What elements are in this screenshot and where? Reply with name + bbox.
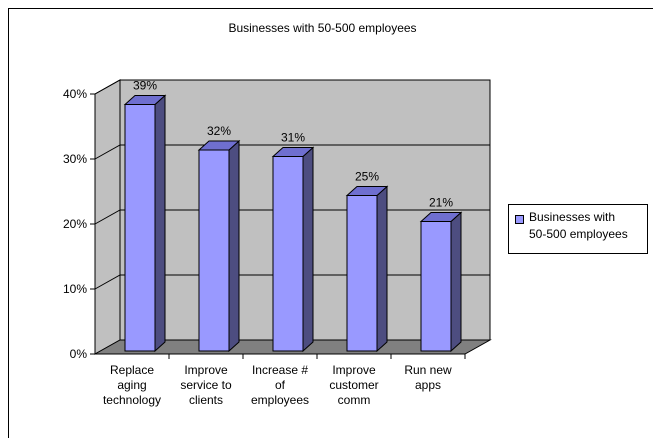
x-tick-label: comm: [338, 393, 371, 407]
x-tick-label: service to: [180, 378, 232, 392]
bar-side: [302, 146, 314, 353]
x-tick-label: clients: [189, 393, 223, 407]
legend-swatch: [515, 215, 524, 224]
x-tick-label: customer: [329, 378, 378, 392]
legend-label: Businesses with 50-500 employees: [529, 209, 647, 243]
legend-label-line-2: 50-500 employees: [529, 227, 628, 241]
bar-side: [228, 139, 240, 353]
bar-side: [450, 211, 462, 353]
data-label: 21%: [429, 196, 453, 210]
x-tick-label: Run new: [404, 363, 452, 377]
y-tick-label: 20%: [63, 217, 87, 231]
legend: Businesses with 50-500 employees: [508, 204, 648, 254]
x-tick-label: Improve: [332, 363, 376, 377]
x-tick-label: technology: [103, 393, 161, 407]
x-tick-label: Replace: [110, 363, 154, 377]
data-label: 25%: [355, 170, 379, 184]
bar: [124, 104, 156, 352]
bar: [346, 195, 378, 352]
chart-title: Businesses with 50-500 employees: [228, 21, 417, 35]
x-tick-label: of: [275, 378, 286, 392]
plot-back-border: [120, 79, 491, 340]
bar-side: [154, 94, 166, 353]
bar-side: [376, 185, 388, 353]
gridline: [94, 144, 490, 160]
data-label: 31%: [281, 131, 305, 145]
y-tick-label: 30%: [63, 152, 87, 166]
data-label: 39%: [133, 79, 157, 93]
y-tick-label: 10%: [63, 282, 87, 296]
x-tick-label: apps: [415, 378, 441, 392]
x-tick-label: Increase #: [252, 363, 308, 377]
x-tick-label: employees: [251, 393, 309, 407]
bar: [272, 156, 304, 352]
data-label: 32%: [207, 124, 231, 138]
x-tick-label: aging: [117, 378, 146, 392]
x-tick-label: Improve: [184, 363, 228, 377]
y-tick-label: 40%: [63, 87, 87, 101]
bar: [420, 221, 452, 352]
legend-label-line-1: Businesses with: [529, 210, 616, 224]
chart-frame: [8, 8, 653, 438]
bar: [198, 149, 230, 352]
y-tick-label: 0%: [70, 347, 88, 361]
